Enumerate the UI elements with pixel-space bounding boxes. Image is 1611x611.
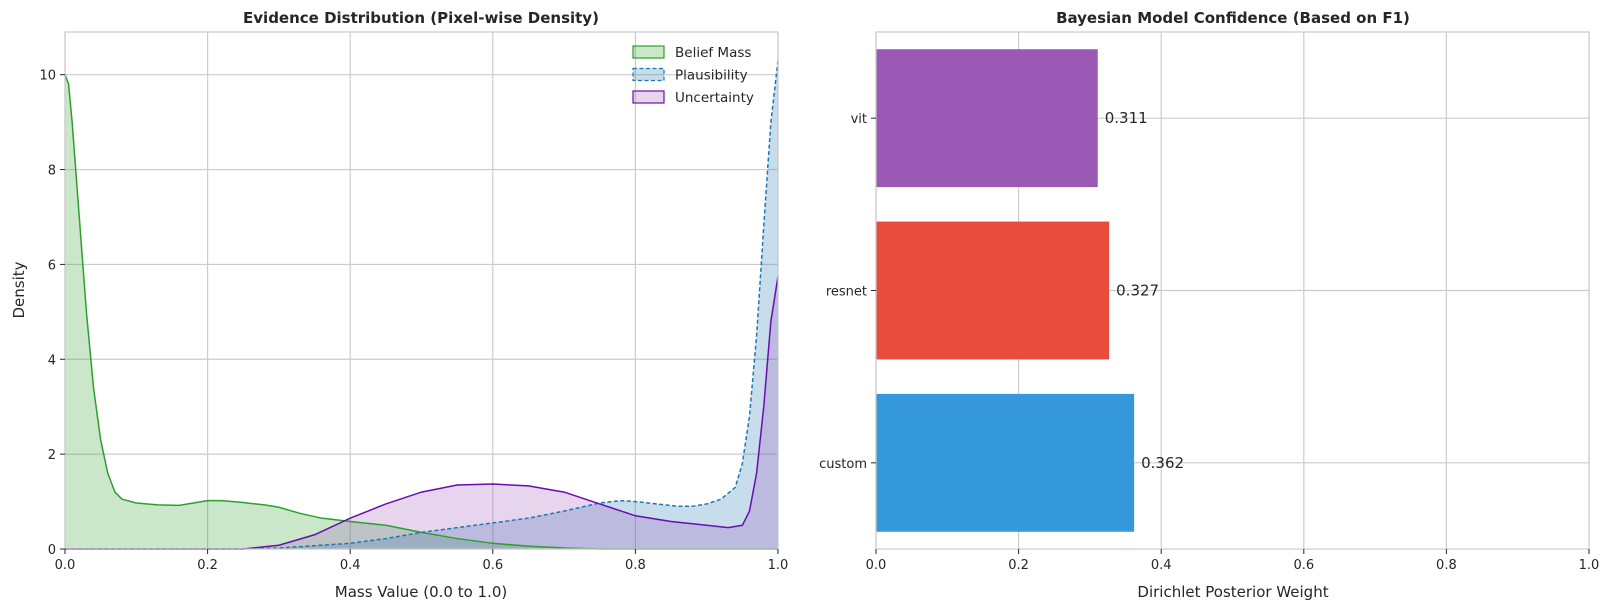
density-y-tick-label: 6: [48, 258, 56, 273]
bar-value-label-vit: 0.311: [1105, 109, 1148, 127]
plausibility-area: [65, 60, 778, 550]
density-x-tick-label: 1.0: [768, 558, 789, 573]
bar-x-axis-label: Dirichlet Posterior Weight: [1137, 583, 1328, 601]
density-y-tick-label: 8: [48, 164, 56, 179]
density-y-tick-label: 2: [48, 448, 56, 463]
density-x-tick-label: 0.0: [55, 558, 76, 573]
legend-label-uncertainty: Uncertainty: [675, 90, 754, 106]
density-legend: Belief Mass Plausibility Uncertainty: [632, 45, 754, 106]
belief-mass-line: [64, 74, 778, 550]
density-plot-frame: [64, 31, 779, 550]
density-y-axis-label: Density: [10, 261, 28, 318]
density-x-tick-label: 0.8: [625, 558, 646, 573]
belief-mass-area: [65, 74, 778, 549]
plausibility-line: [65, 60, 779, 550]
bar-y-tick-label-resnet: resnet: [826, 285, 867, 300]
density-y-ticks: 0 2 4 6 8 10: [39, 69, 65, 558]
density-chart-panel: Evidence Distribution (Pixel-wise Densit…: [10, 9, 788, 601]
bar-value-label-resnet: 0.327: [1116, 282, 1159, 300]
legend-label-plausibility: Plausibility: [675, 68, 748, 84]
bar-resnet: [876, 221, 1110, 360]
bar-y-tick-label-vit: vit: [851, 112, 867, 127]
bar-custom: [876, 393, 1135, 532]
density-chart-title: Evidence Distribution (Pixel-wise Densit…: [243, 9, 599, 27]
legend-label-belief-mass: Belief Mass: [675, 45, 751, 61]
bar-x-tick-label: 0.4: [1151, 558, 1172, 573]
bar-y-tick-label-custom: custom: [819, 457, 867, 472]
density-areas: [65, 60, 778, 550]
density-lines: [64, 60, 779, 550]
density-x-tick-label: 0.6: [482, 558, 503, 573]
density-grid: [64, 32, 779, 550]
bar-x-tick-label: 0.2: [1008, 558, 1029, 573]
uncertainty-line: [65, 276, 779, 550]
bar-x-tick-label: 1.0: [1579, 558, 1600, 573]
density-x-tick-label: 0.4: [340, 558, 361, 573]
legend-swatch-belief-mass: [632, 45, 665, 59]
bar-value-labels: 0.362 0.327 0.311: [1105, 109, 1184, 472]
bar-x-tick-label: 0.6: [1293, 558, 1314, 573]
density-y-tick-label: 10: [39, 69, 56, 84]
bar-chart-panel: Bayesian Model Confidence (Based on F1) …: [819, 9, 1599, 601]
legend-swatch-plausibility: [632, 67, 665, 82]
density-x-axis-label: Mass Value (0.0 to 1.0): [335, 583, 508, 601]
bar-vit: [876, 49, 1098, 188]
legend-swatch-uncertainty: [632, 90, 665, 104]
density-x-ticks: 0.0 0.2 0.4 0.6 0.8 1.0: [55, 549, 789, 573]
density-x-tick-label: 0.2: [197, 558, 218, 573]
bar-bars: [876, 49, 1135, 532]
bar-x-ticks: 0.0 0.2 0.4 0.6 0.8 1.0: [866, 549, 1600, 573]
bar-x-tick-label: 0.0: [866, 558, 887, 573]
bar-x-tick-label: 0.8: [1436, 558, 1457, 573]
bar-chart-title: Bayesian Model Confidence (Based on F1): [1056, 9, 1410, 27]
density-y-tick-label: 4: [48, 353, 56, 368]
bar-value-label-custom: 0.362: [1141, 454, 1184, 472]
bar-y-ticks: custom resnet vit: [819, 112, 876, 472]
density-y-tick-label: 0: [48, 543, 56, 558]
uncertainty-area: [65, 276, 778, 549]
